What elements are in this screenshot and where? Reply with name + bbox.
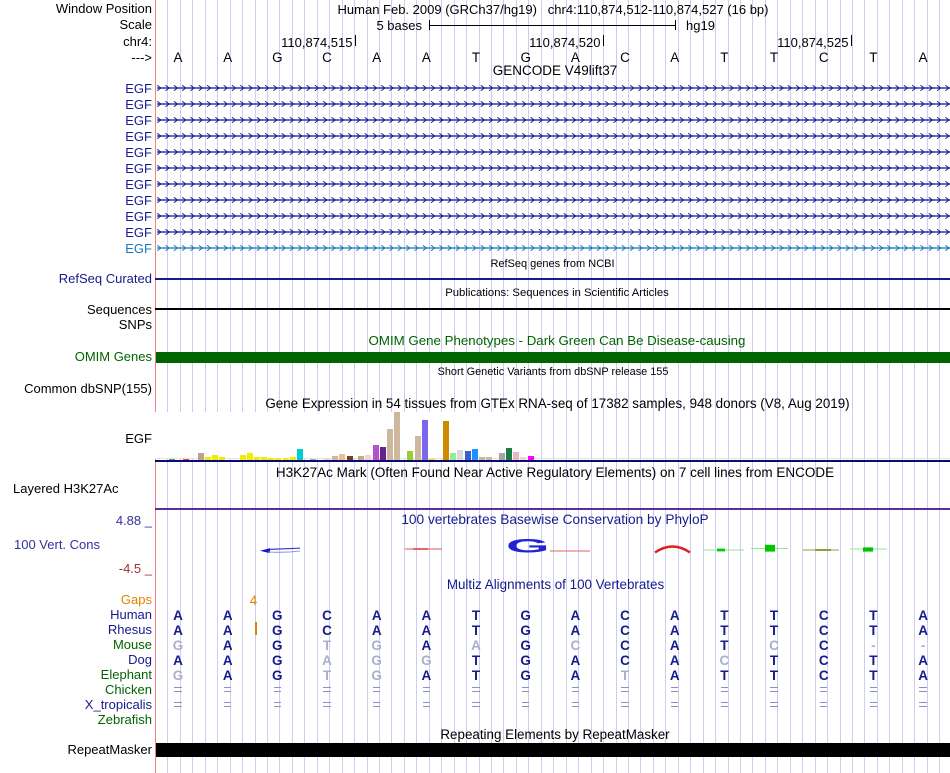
svg-text:G: G (506, 535, 550, 556)
